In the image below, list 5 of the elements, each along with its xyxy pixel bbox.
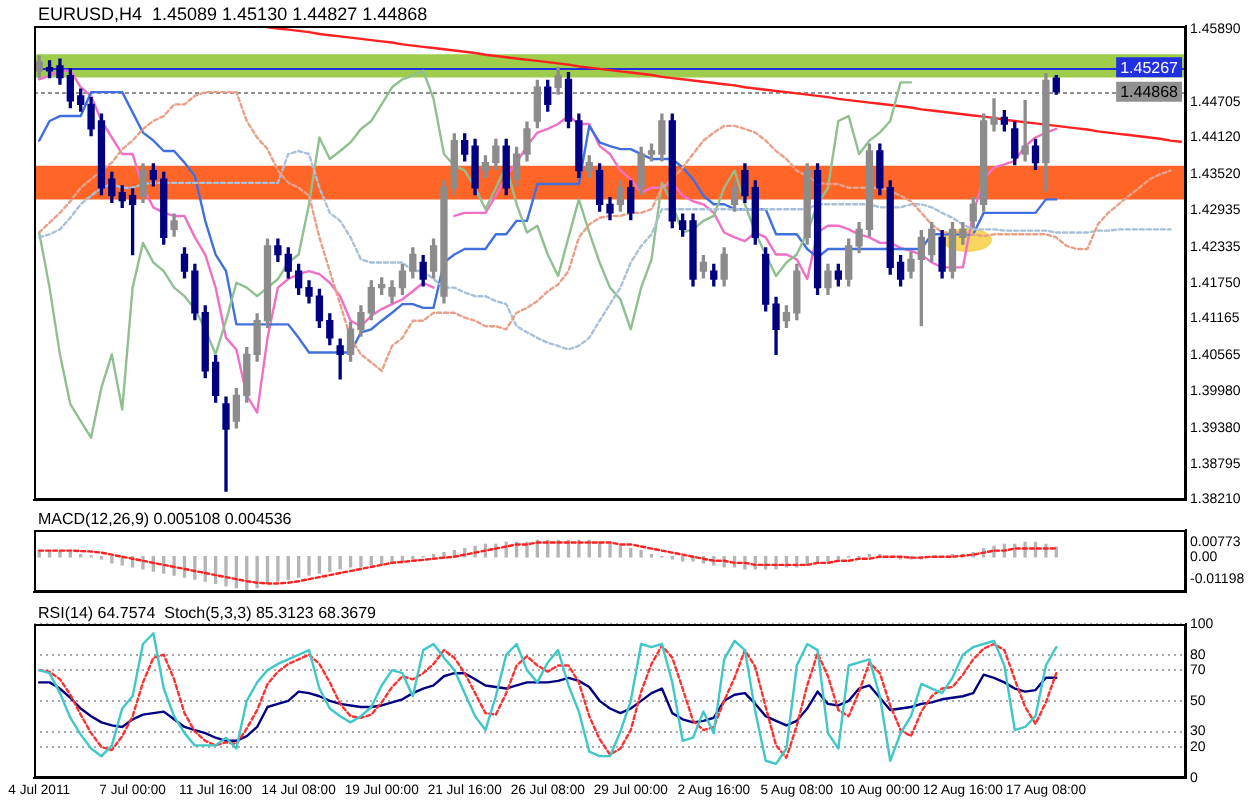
ref-line-label: 1.45267 <box>1120 58 1180 77</box>
chart-title: MACD(12,26,9) 0.005108 0.004536 <box>38 510 293 529</box>
chart-title: EURUSD,H4 1.45089 1.45130 1.44827 1.44868 <box>38 3 428 24</box>
chart-title: RSI(14) 64.7574 Stoch(5,3,3) 85.3123 68.3679 <box>38 604 378 623</box>
ref-line-label: 1.44868 <box>1120 83 1180 102</box>
